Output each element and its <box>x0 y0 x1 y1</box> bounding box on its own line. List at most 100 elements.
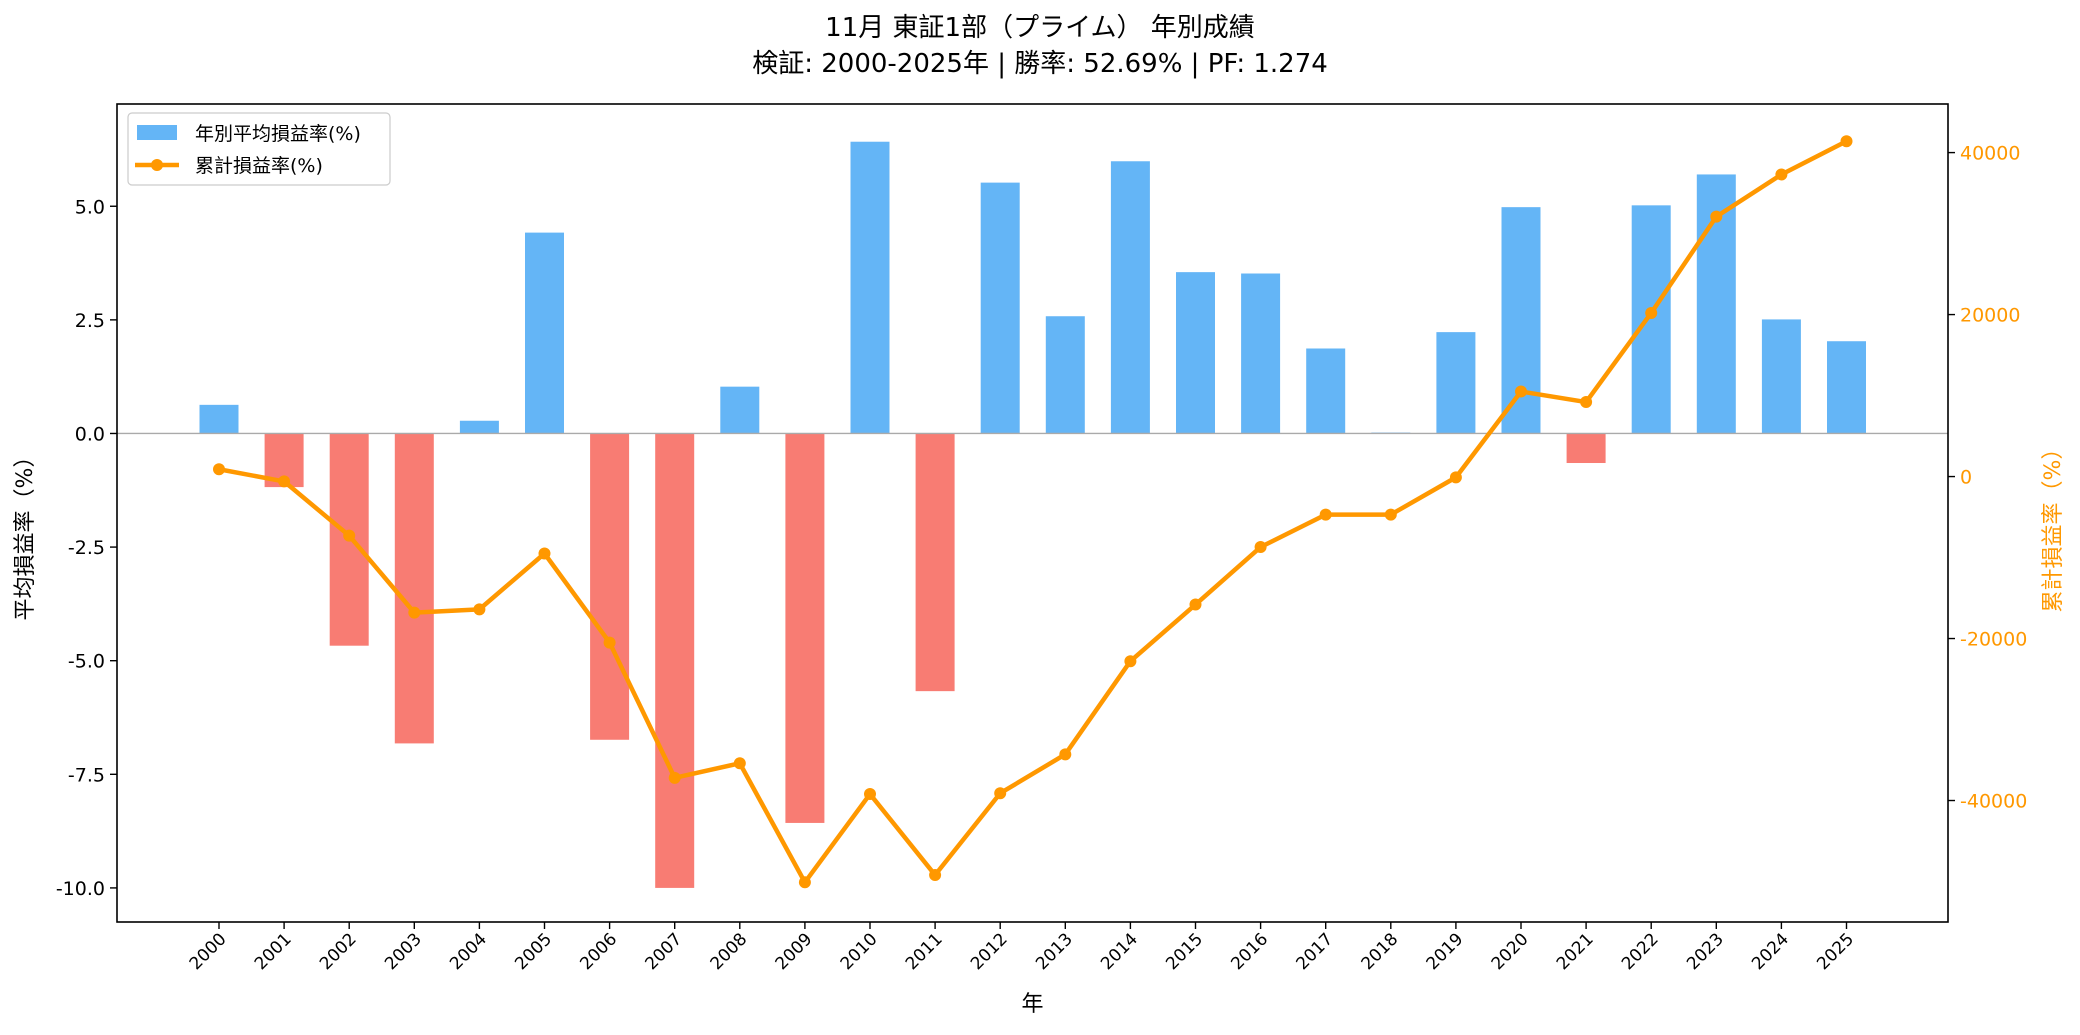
x-axis-label: 年 <box>1021 992 1043 1017</box>
legend: 年別平均損益率(%) 累計損益率(%) <box>127 112 391 186</box>
x-tick-label: 2017 <box>1292 929 1337 974</box>
line-point-2014 <box>1124 655 1137 668</box>
left-axis-label: 平均損益率（%） <box>13 446 38 621</box>
left-tick-label: -5.0 <box>68 651 105 673</box>
bar-2021 <box>1566 433 1606 464</box>
bar-2010 <box>850 141 890 434</box>
x-axis-ticks: 2000 2001 2002 2003 2004 2005 2006 2007 2008 2009… <box>186 922 1858 974</box>
bar-2025 <box>1827 341 1866 434</box>
right-tick-label: 20000 <box>1960 305 2020 327</box>
line-point-2020 <box>1515 385 1527 398</box>
plot-frame <box>116 103 1949 923</box>
legend-bar-swatch <box>137 125 177 140</box>
x-tick-label: 2012 <box>967 929 1012 974</box>
line-point-2003 <box>408 606 421 619</box>
bar-2016 <box>1241 273 1281 434</box>
line-point-2015 <box>1189 598 1202 611</box>
line-point-2017 <box>1319 508 1332 521</box>
legend-box <box>127 112 391 186</box>
legend-line-marker <box>151 159 163 171</box>
x-tick-label: 2002 <box>316 929 361 974</box>
right-tick-label: 40000 <box>1960 143 2020 165</box>
line-point-2002 <box>343 529 356 542</box>
bar-2015 <box>1176 272 1215 434</box>
x-tick-label: 2024 <box>1748 929 1793 974</box>
line-point-2019 <box>1449 471 1462 484</box>
bar-2017 <box>1306 348 1346 434</box>
x-tick-label: 2013 <box>1032 929 1077 974</box>
bar-2020 <box>1501 207 1541 434</box>
x-tick-label: 2010 <box>837 929 882 974</box>
line-point-2010 <box>864 788 876 801</box>
bar-2006 <box>590 433 630 740</box>
chart-title: 11月 東証1部（プライム） 年別成績 <box>825 13 1255 43</box>
x-tick-label: 2025 <box>1813 929 1858 974</box>
x-tick-label: 2019 <box>1423 929 1468 974</box>
x-tick-label: 2015 <box>1162 929 1207 974</box>
line-point-2024 <box>1775 168 1788 181</box>
right-tick-label: 0 <box>1960 467 1972 489</box>
x-tick-label: 2021 <box>1553 929 1598 974</box>
bar-2013 <box>1045 316 1085 434</box>
x-tick-label: 2014 <box>1097 929 1142 974</box>
line-point-2025 <box>1840 135 1853 148</box>
legend-line-label: 累計損益率(%) <box>195 155 323 177</box>
x-tick-label: 2020 <box>1488 929 1533 974</box>
line-point-2013 <box>1059 748 1072 761</box>
left-tick-label: -7.5 <box>68 764 105 786</box>
right-tick-label: -40000 <box>1960 791 2027 813</box>
bar-2011 <box>915 433 955 692</box>
x-tick-label: 2008 <box>707 929 752 974</box>
line-point-2023 <box>1710 210 1723 223</box>
line-point-2016 <box>1254 541 1267 554</box>
x-tick-label: 2009 <box>772 929 817 974</box>
line-point-2000 <box>213 463 225 476</box>
x-tick-label: 2001 <box>251 929 296 974</box>
bar-2022 <box>1631 205 1671 434</box>
x-tick-label: 2016 <box>1227 929 1272 974</box>
line-point-2018 <box>1384 508 1397 521</box>
bar-2024 <box>1761 319 1801 434</box>
bar-2014 <box>1110 161 1150 434</box>
bar-2012 <box>980 182 1020 434</box>
legend-bar-label: 年別平均損益率(%) <box>195 123 361 145</box>
cumulative-line-series <box>213 135 1853 889</box>
line-point-2021 <box>1580 396 1593 409</box>
cumulative-line <box>216 139 1849 885</box>
x-tick-label: 2022 <box>1618 929 1663 974</box>
left-tick-label: -10.0 <box>56 878 105 900</box>
left-tick-label: 5.0 <box>75 196 105 218</box>
x-tick-label: 2004 <box>446 929 491 974</box>
left-tick-label: 2.5 <box>75 310 105 332</box>
x-tick-label: 2018 <box>1358 929 1403 974</box>
x-tick-label: 2000 <box>186 929 231 974</box>
bar-2005 <box>525 232 564 434</box>
left-axis-ticks: -10.0 -7.5 -5.0 -2.5 0.0 2.5 5.0 <box>56 196 117 900</box>
x-tick-label: 2007 <box>642 929 687 974</box>
line-point-2012 <box>994 787 1007 800</box>
line-point-2007 <box>668 771 681 784</box>
x-tick-label: 2006 <box>576 929 621 974</box>
left-tick-label: -2.5 <box>68 537 105 559</box>
line-point-2004 <box>473 603 486 616</box>
x-tick-label: 2023 <box>1683 929 1728 974</box>
x-tick-label: 2003 <box>381 929 426 974</box>
bar-2003 <box>394 433 434 744</box>
left-tick-label: 0.0 <box>75 423 105 445</box>
x-tick-label: 2011 <box>902 929 947 974</box>
bar-2009 <box>785 433 825 823</box>
line-point-2008 <box>733 757 746 770</box>
bar-2007 <box>655 433 695 888</box>
line-point-2005 <box>538 547 551 560</box>
line-point-2009 <box>798 876 811 889</box>
bar-2004 <box>459 420 499 434</box>
x-tick-label: 2005 <box>511 929 556 974</box>
chart-subtitle: 検証: 2000-2025年 | 勝率: 52.69% | PF: 1.274 <box>752 49 1328 79</box>
bar-2000 <box>199 404 239 434</box>
line-point-2011 <box>929 869 942 882</box>
line-point-2006 <box>603 636 616 649</box>
bar-2008 <box>720 386 760 434</box>
bar-series <box>199 141 1866 888</box>
